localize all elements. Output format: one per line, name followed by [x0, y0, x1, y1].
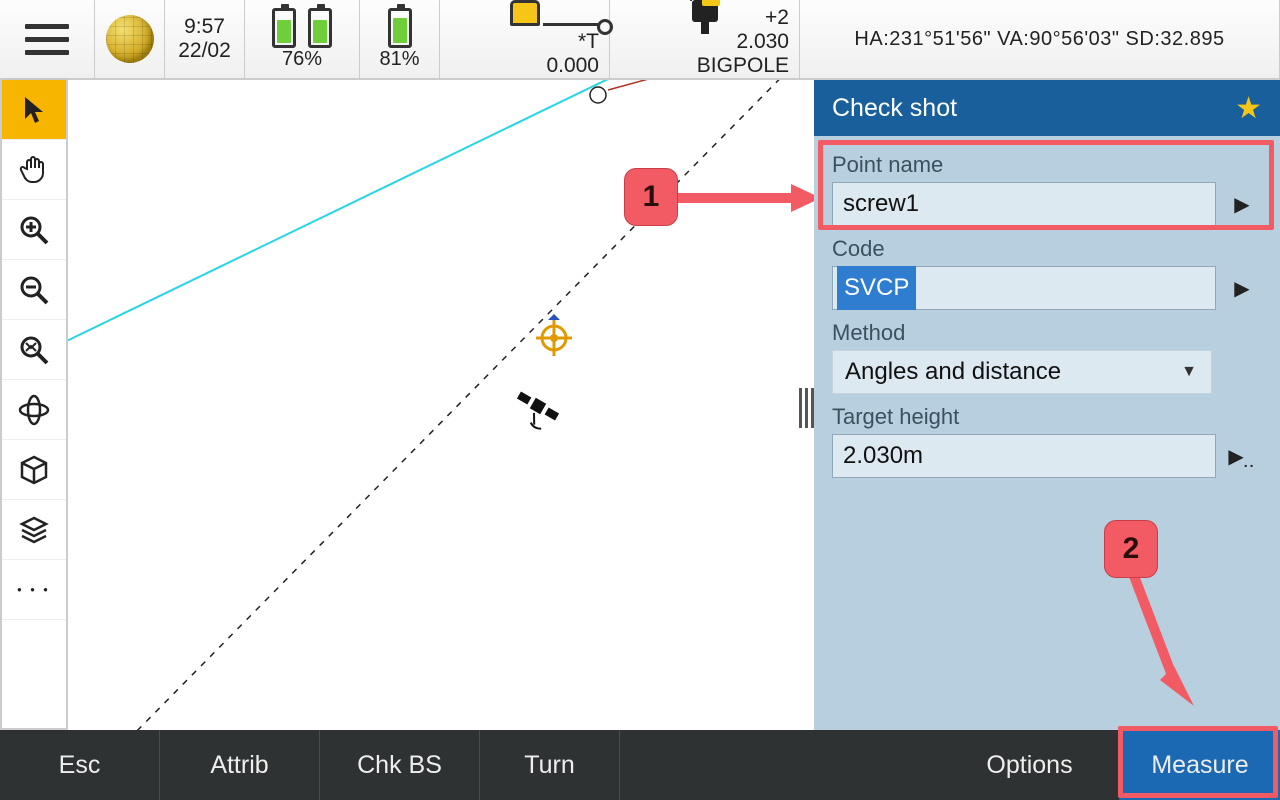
- zoom-in-icon: [18, 214, 50, 246]
- chk-bs-button[interactable]: Chk BS: [320, 730, 480, 800]
- battery-icon: [308, 8, 332, 48]
- map-toolbar: ● ● ●: [0, 80, 68, 730]
- menu-button[interactable]: [0, 0, 95, 78]
- panel-drag-handle[interactable]: [798, 385, 814, 431]
- pointer-icon: [21, 95, 47, 125]
- hand-icon: [19, 155, 49, 185]
- battery-pair-cell[interactable]: 76%: [245, 0, 360, 78]
- panel-title-text: Check shot: [832, 94, 957, 123]
- target-line2: 2.030: [736, 30, 789, 54]
- options-button[interactable]: Options: [940, 730, 1120, 800]
- cube-tool[interactable]: [2, 440, 66, 500]
- code-label: Code: [832, 236, 1262, 262]
- angles-readout[interactable]: HA:231°51'56" VA:90°56'03" SD:32.895: [800, 0, 1280, 78]
- annotation-arrow-1: [676, 180, 814, 220]
- instrument-line2: 0.000: [546, 54, 599, 78]
- zoom-in-tool[interactable]: [2, 200, 66, 260]
- target-height-input[interactable]: 2.030m: [832, 434, 1216, 478]
- measure-button[interactable]: Measure: [1120, 730, 1280, 800]
- method-dropdown[interactable]: Angles and distance: [832, 350, 1212, 394]
- battery-single-cell[interactable]: 81%: [360, 0, 440, 78]
- point-name-input[interactable]: screw1: [832, 182, 1216, 226]
- angles-text: HA:231°51'56" VA:90°56'03" SD:32.895: [854, 28, 1224, 51]
- time-text: 9:57: [184, 15, 225, 39]
- target-lock-icon: 4: [684, 0, 726, 6]
- zoom-out-tool[interactable]: [2, 260, 66, 320]
- target-line3: BIGPOLE: [697, 54, 789, 78]
- target-height-picker[interactable]: ▶..: [1222, 434, 1262, 478]
- zoom-extents-icon: [18, 334, 50, 366]
- point-name-picker[interactable]: ▶: [1222, 182, 1262, 226]
- more-tools[interactable]: ● ● ●: [2, 560, 66, 620]
- instrument-cell[interactable]: *T 0.000: [440, 0, 610, 78]
- map-svg: [68, 80, 814, 730]
- layers-tool[interactable]: [2, 500, 66, 560]
- date-text: 22/02: [178, 39, 231, 63]
- softkey-spacer: [620, 730, 940, 800]
- code-input[interactable]: SVCP: [832, 266, 1216, 310]
- map-canvas[interactable]: 1: [68, 80, 814, 730]
- instrument-icon: [510, 0, 540, 26]
- orbit-tool[interactable]: [2, 380, 66, 440]
- zoom-extents-tool[interactable]: [2, 320, 66, 380]
- esc-button[interactable]: Esc: [0, 730, 160, 800]
- target-line1: +2: [765, 6, 789, 30]
- status-bar: 9:57 22/02 76% 81% *T 0.000 4 +2 2.030 B…: [0, 0, 1280, 80]
- pointer-tool[interactable]: [2, 80, 66, 140]
- battery-icon: [272, 8, 296, 48]
- attrib-button[interactable]: Attrib: [160, 730, 320, 800]
- target-cell[interactable]: 4 +2 2.030 BIGPOLE: [610, 0, 800, 78]
- panel-title-bar: Check shot ★: [814, 80, 1280, 136]
- annotation-arrow-2: [1116, 576, 1176, 716]
- pan-tool[interactable]: [2, 140, 66, 200]
- globe-icon: [106, 15, 154, 63]
- check-shot-panel: Check shot ★ Point name screw1 ▶ Code SV…: [814, 80, 1280, 730]
- method-label: Method: [832, 320, 1262, 346]
- battery-single-pct: 81%: [379, 48, 419, 71]
- code-picker[interactable]: ▶: [1222, 266, 1262, 310]
- favorite-star-icon[interactable]: ★: [1235, 91, 1262, 126]
- zoom-out-icon: [18, 274, 50, 306]
- cube-icon: [18, 454, 50, 486]
- instrument-line1: *T: [578, 30, 599, 54]
- annotation-badge-1: 1: [624, 168, 678, 226]
- battery-pair-pct: 76%: [282, 48, 322, 71]
- softkey-bar: Esc Attrib Chk BS Turn Options Measure: [0, 730, 1280, 800]
- battery-icon: [388, 8, 412, 48]
- turn-button[interactable]: Turn: [480, 730, 620, 800]
- orbit-icon: [17, 393, 51, 427]
- point-name-label: Point name: [832, 152, 1262, 178]
- clock-cell[interactable]: 9:57 22/02: [165, 0, 245, 78]
- layers-icon: [18, 514, 50, 546]
- annotation-badge-2: 2: [1104, 520, 1158, 578]
- globe-button[interactable]: [95, 0, 165, 78]
- code-value-selected: SVCP: [837, 266, 916, 310]
- target-height-label: Target height: [832, 404, 1262, 430]
